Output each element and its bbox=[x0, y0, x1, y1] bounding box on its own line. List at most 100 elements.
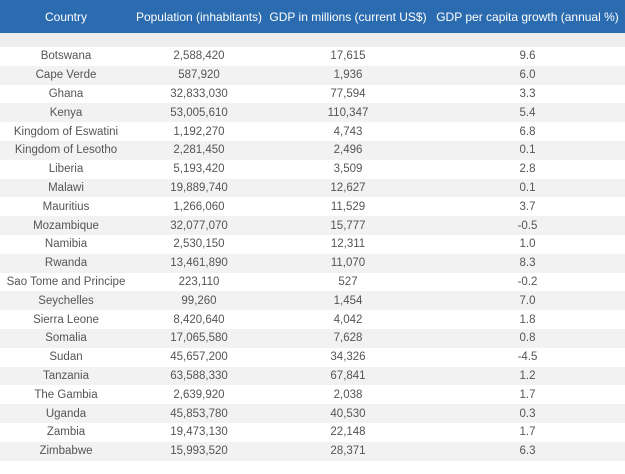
cell-gdp-growth: 8.3 bbox=[519, 257, 536, 270]
cell-gdp: 17,615 bbox=[330, 50, 366, 63]
cell-population: 32,077,070 bbox=[170, 219, 228, 232]
table-row: Mozambique 32,077,070 15,777 -0.5 bbox=[0, 216, 625, 235]
cell-population: 223,110 bbox=[178, 275, 220, 288]
cell-gdp: 40,530 bbox=[330, 407, 366, 420]
table-row: Kenya 53,005,610 110,347 5.4 bbox=[0, 103, 625, 123]
cell-gdp-growth: 0.8 bbox=[519, 332, 536, 345]
cell-gdp: 12,311 bbox=[330, 238, 366, 251]
cell-population: 19,473,130 bbox=[170, 426, 228, 439]
cell-gdp-growth: 3.3 bbox=[519, 87, 536, 100]
cell-country: Kingdom of Eswatini bbox=[13, 125, 119, 138]
table-row: Somalia 17,065,580 7,628 0.8 bbox=[0, 328, 625, 348]
column-header-population[interactable]: Population (inhabitants) bbox=[135, 9, 263, 24]
cell-gdp-growth: -0.5 bbox=[517, 219, 538, 232]
cell-country: Seychelles bbox=[38, 294, 94, 307]
table-row: Rwanda 13,461,890 11,070 8.3 bbox=[0, 253, 625, 273]
cell-population: 63,588,330 bbox=[170, 369, 228, 382]
cell-gdp: 3,509 bbox=[333, 163, 363, 176]
cell-gdp: 11,070 bbox=[330, 257, 366, 270]
cell-population: 2,639,920 bbox=[173, 388, 225, 401]
cell-gdp: 7,628 bbox=[333, 332, 363, 345]
cell-gdp: 527 bbox=[338, 275, 358, 288]
header-spacer-row bbox=[0, 33, 625, 47]
cell-gdp: 110,347 bbox=[327, 106, 369, 119]
cell-gdp: 67,841 bbox=[330, 369, 366, 382]
column-header-country[interactable]: Country bbox=[44, 9, 88, 24]
data-table: Country Population (inhabitants) GDP in … bbox=[0, 0, 625, 461]
cell-country: Mauritius bbox=[42, 200, 90, 213]
cell-population: 19,889,740 bbox=[170, 181, 228, 194]
table-row: Cape Verde 587,920 1,936 6.0 bbox=[0, 65, 625, 85]
cell-population: 2,281,450 bbox=[173, 144, 225, 157]
cell-gdp-growth: 5.4 bbox=[519, 106, 536, 119]
table-row: Botswana 2,588,420 17,615 9.6 bbox=[0, 47, 625, 66]
cell-gdp: 12,627 bbox=[330, 181, 366, 194]
cell-population: 99,260 bbox=[181, 294, 217, 307]
cell-gdp-growth: 1.8 bbox=[519, 313, 536, 326]
table-row: Liberia 5,193,420 3,509 2.8 bbox=[0, 159, 625, 179]
table-row: Sao Tome and Principe 223,110 527 -0.2 bbox=[0, 272, 625, 292]
cell-population: 2,588,420 bbox=[173, 50, 225, 63]
table-header-row: Country Population (inhabitants) GDP in … bbox=[0, 0, 625, 33]
cell-country: Mozambique bbox=[33, 219, 99, 232]
table-row: Zimbabwe 15,993,520 28,371 6.3 bbox=[0, 441, 625, 461]
cell-country: The Gambia bbox=[34, 388, 98, 401]
cell-gdp: 22,148 bbox=[330, 426, 366, 439]
cell-country: Namibia bbox=[44, 238, 88, 251]
cell-gdp-growth: 6.8 bbox=[519, 125, 536, 138]
table-row: Zambia 19,473,130 22,148 1.7 bbox=[0, 422, 625, 442]
cell-gdp: 77,594 bbox=[330, 87, 366, 100]
cell-gdp: 15,777 bbox=[330, 219, 366, 232]
cell-population: 45,657,200 bbox=[170, 351, 228, 364]
cell-country: Zambia bbox=[46, 426, 86, 439]
table-row: Sudan 45,657,200 34,326 -4.5 bbox=[0, 347, 625, 367]
table-row: Uganda 45,853,780 40,530 0.3 bbox=[0, 404, 625, 423]
cell-gdp: 2,496 bbox=[333, 144, 363, 157]
table-row: Ghana 32,833,030 77,594 3.3 bbox=[0, 84, 625, 104]
cell-population: 2,530,150 bbox=[173, 238, 225, 251]
table-row: Kingdom of Lesotho 2,281,450 2,496 0.1 bbox=[0, 140, 625, 160]
cell-country: Liberia bbox=[48, 163, 84, 176]
cell-gdp-growth: 6.0 bbox=[519, 69, 536, 82]
cell-gdp-growth: -0.2 bbox=[517, 275, 538, 288]
cell-population: 17,065,580 bbox=[170, 332, 228, 345]
column-header-gdp[interactable]: GDP in millions (current US$) bbox=[269, 9, 427, 24]
cell-country: Kenya bbox=[49, 106, 83, 119]
cell-gdp-growth: 1.7 bbox=[519, 426, 536, 439]
cell-gdp-growth: 6.3 bbox=[519, 445, 536, 458]
cell-gdp: 4,743 bbox=[333, 125, 363, 138]
cell-country: Sao Tome and Principe bbox=[6, 275, 126, 288]
cell-country: Sudan bbox=[49, 351, 83, 364]
cell-gdp-growth: 0.1 bbox=[519, 181, 536, 194]
cell-gdp: 4,042 bbox=[333, 313, 363, 326]
cell-gdp-growth: 3.7 bbox=[519, 200, 536, 213]
cell-gdp-growth: 1.0 bbox=[519, 238, 536, 251]
cell-population: 45,853,780 bbox=[170, 407, 228, 420]
table-row: Namibia 2,530,150 12,311 1.0 bbox=[0, 234, 625, 254]
cell-country: Rwanda bbox=[44, 257, 88, 270]
cell-gdp-growth: 1.7 bbox=[519, 388, 536, 401]
cell-gdp-growth: -4.5 bbox=[517, 351, 538, 364]
cell-gdp: 2,038 bbox=[333, 388, 363, 401]
cell-country: Cape Verde bbox=[35, 69, 97, 82]
table-row: Kingdom of Eswatini 1,192,270 4,743 6.8 bbox=[0, 122, 625, 141]
cell-gdp-growth: 0.3 bbox=[519, 407, 536, 420]
cell-population: 1,266,060 bbox=[173, 200, 225, 213]
cell-population: 587,920 bbox=[178, 69, 220, 82]
cell-population: 15,993,520 bbox=[170, 445, 228, 458]
cell-population: 13,461,890 bbox=[170, 257, 228, 270]
cell-gdp: 1,936 bbox=[333, 69, 363, 82]
column-header-gdp-growth[interactable]: GDP per capita growth (annual %) bbox=[436, 9, 619, 24]
cell-population: 8,420,640 bbox=[173, 313, 225, 326]
cell-gdp: 1,454 bbox=[333, 294, 363, 307]
cell-country: Sierra Leone bbox=[33, 313, 99, 326]
cell-country: Uganda bbox=[45, 407, 87, 420]
cell-gdp-growth: 0.1 bbox=[519, 144, 536, 157]
cell-country: Malawi bbox=[48, 181, 84, 194]
table-row: The Gambia 2,639,920 2,038 1.7 bbox=[0, 385, 625, 405]
cell-population: 1,192,270 bbox=[173, 125, 225, 138]
cell-gdp: 28,371 bbox=[330, 445, 366, 458]
cell-gdp-growth: 7.0 bbox=[519, 294, 536, 307]
cell-population: 32,833,030 bbox=[170, 87, 228, 100]
table-row: Mauritius 1,266,060 11,529 3.7 bbox=[0, 197, 625, 217]
